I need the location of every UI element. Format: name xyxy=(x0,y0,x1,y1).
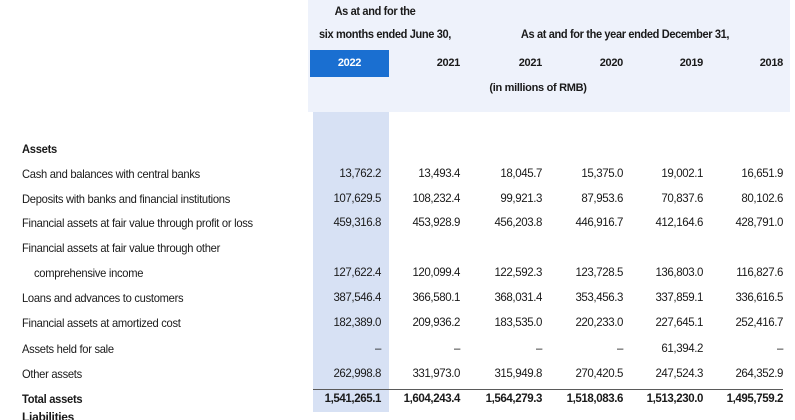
table-row: Financial assets at fair value through p… xyxy=(0,211,795,236)
cell-value: – xyxy=(536,343,542,355)
cell-value: 99,921.3 xyxy=(500,193,542,205)
cell-value: 16,651.9 xyxy=(741,168,783,180)
cell-value: 220,233.0 xyxy=(575,317,623,329)
year-header-2022-h1: 2022 xyxy=(310,50,389,77)
section-title-row: Assets xyxy=(0,137,795,162)
row-label: Financial assets at fair value through p… xyxy=(22,216,253,230)
total-value: 1,513,230.0 xyxy=(646,393,704,405)
table-row: Loans and advances to customers 387,546.… xyxy=(0,286,795,311)
cell-value: 18,045.7 xyxy=(500,168,542,180)
row-label: Other assets xyxy=(22,367,82,381)
cell-value: 183,535.0 xyxy=(494,317,542,329)
table-row: Other assets 262,998.8 331,973.0 315,949… xyxy=(0,362,795,387)
section-title: Assets xyxy=(22,142,57,156)
table-row: comprehensive income 127,622.4 120,099.4… xyxy=(0,261,795,286)
cell-value: 182,389.0 xyxy=(333,317,381,329)
cell-value: 264,352.9 xyxy=(735,368,783,380)
cell-value: – xyxy=(617,343,623,355)
row-label: Deposits with banks and financial instit… xyxy=(22,192,231,206)
cell-value: 337,859.1 xyxy=(655,292,703,304)
cell-value: 227,645.1 xyxy=(655,317,703,329)
total-label: Total assets xyxy=(22,392,83,406)
cell-value: 387,546.4 xyxy=(333,292,381,304)
cell-value: 336,616.5 xyxy=(735,292,783,304)
total-divider xyxy=(313,389,783,390)
year-header-2021: 2021 xyxy=(518,57,543,69)
row-label: Loans and advances to customers xyxy=(22,291,184,305)
total-row: Total assets 1,541,265.1 1,604,243.4 1,5… xyxy=(0,387,795,412)
cell-value: 122,592.3 xyxy=(494,267,542,279)
cell-value: 262,998.8 xyxy=(333,368,381,380)
cell-value: – xyxy=(375,343,381,355)
header-six-months-line1: As at and for the xyxy=(334,4,416,18)
cell-value: 108,232.4 xyxy=(412,193,460,205)
cell-value: 123,728.5 xyxy=(575,267,623,279)
cell-value: 127,622.4 xyxy=(333,267,381,279)
table-row: Financial assets at fair value through o… xyxy=(0,236,795,261)
cell-value: 412,164.6 xyxy=(655,217,703,229)
cell-value: 13,762.2 xyxy=(339,168,381,180)
row-label: Financial assets at fair value through o… xyxy=(22,241,221,255)
cell-value: 209,936.2 xyxy=(412,317,460,329)
cell-value: 247,524.3 xyxy=(655,368,703,380)
cell-value: 19,002.1 xyxy=(661,168,703,180)
cell-value: 353,456.3 xyxy=(575,292,623,304)
cell-value: – xyxy=(454,343,460,355)
next-section-title-cut: Liabilities xyxy=(22,410,75,420)
cell-value: 70,837.6 xyxy=(661,193,703,205)
year-header-2020: 2020 xyxy=(599,57,624,69)
cell-value: – xyxy=(777,343,783,355)
cell-value: 13,493.4 xyxy=(418,168,460,180)
cell-value: 428,791.0 xyxy=(735,217,783,229)
year-header-2021-h1: 2021 xyxy=(436,57,461,69)
header-six-months-line2: six months ended June 30, xyxy=(319,27,451,41)
cell-value: 120,099.4 xyxy=(412,267,460,279)
units-label: (in millions of RMB) xyxy=(489,82,587,94)
cell-value: 315,949.8 xyxy=(494,368,542,380)
cell-value: 15,375.0 xyxy=(581,168,623,180)
total-value: 1,518,083.6 xyxy=(566,393,624,405)
cell-value: 61,394.2 xyxy=(661,343,703,355)
cell-value: 270,420.5 xyxy=(575,368,623,380)
cell-value: 456,203.8 xyxy=(494,217,542,229)
cell-value: 446,916.7 xyxy=(575,217,623,229)
cell-value: 136,803.0 xyxy=(655,267,703,279)
cell-value: 453,928.9 xyxy=(412,217,460,229)
total-value: 1,604,243.4 xyxy=(403,393,461,405)
cell-value: 252,416.7 xyxy=(735,317,783,329)
table-row: Cash and balances with central banks 13,… xyxy=(0,162,795,187)
row-label: comprehensive income xyxy=(34,266,144,280)
cell-value: 80,102.6 xyxy=(741,193,783,205)
cell-value: 459,316.8 xyxy=(333,217,381,229)
total-value: 1,495,759.2 xyxy=(726,393,784,405)
table-row: Assets held for sale – – – – 61,394.2 – xyxy=(0,337,795,362)
row-label: Cash and balances with central banks xyxy=(22,167,200,181)
row-label: Assets held for sale xyxy=(22,342,114,356)
year-header-2019: 2019 xyxy=(679,57,704,69)
header-year-ended: As at and for the year ended December 31… xyxy=(520,27,730,41)
cell-value: 368,031.4 xyxy=(494,292,542,304)
row-label: Financial assets at amortized cost xyxy=(22,316,181,330)
cell-value: 107,629.5 xyxy=(333,193,381,205)
total-value: 1,541,265.1 xyxy=(324,393,382,405)
table-row: Deposits with banks and financial instit… xyxy=(0,187,795,212)
cell-value: 87,953.6 xyxy=(581,193,623,205)
table-row: Financial assets at amortized cost 182,3… xyxy=(0,311,795,336)
year-header-2018: 2018 xyxy=(759,57,784,69)
cell-value: 331,973.0 xyxy=(412,368,460,380)
total-value: 1,564,279.3 xyxy=(485,393,543,405)
cell-value: 116,827.6 xyxy=(736,267,783,279)
cell-value: 366,580.1 xyxy=(412,292,460,304)
highlight-column-2022 xyxy=(313,112,389,412)
